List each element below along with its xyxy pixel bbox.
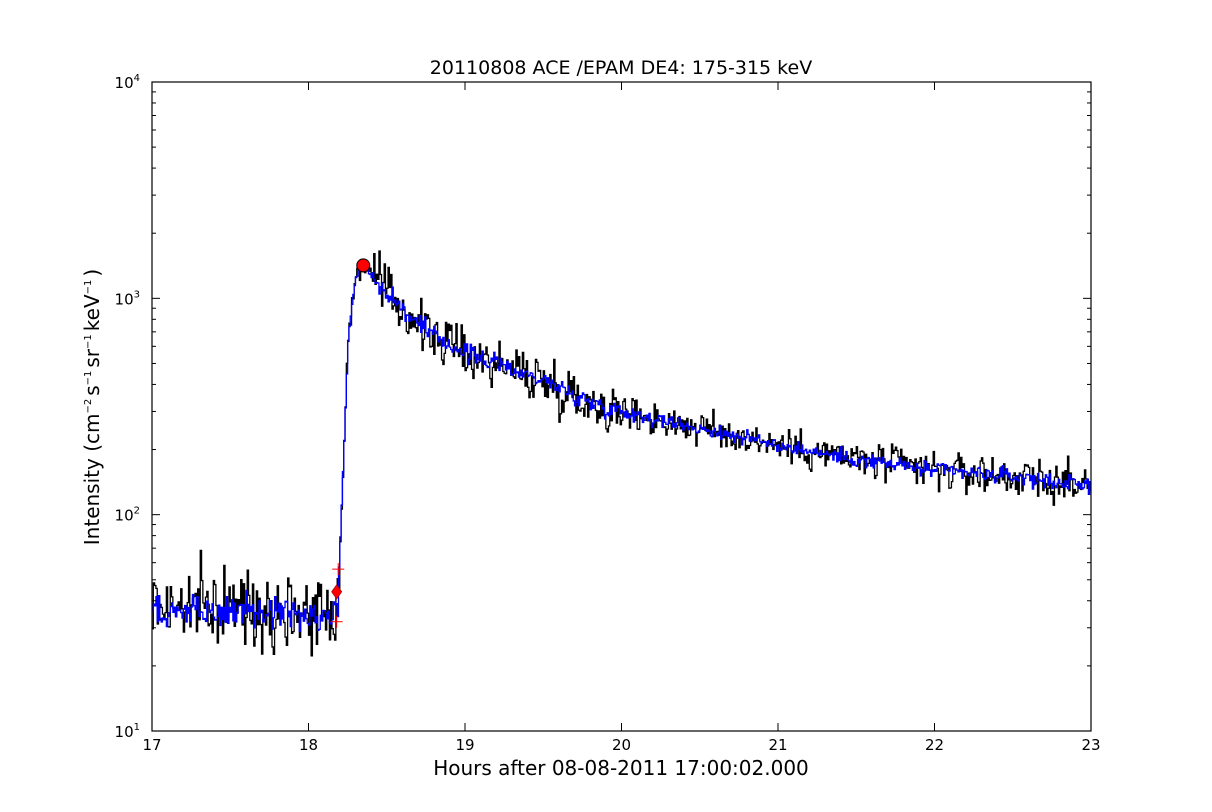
- x-tick-label: 19: [455, 736, 474, 754]
- onset-marker: [331, 584, 343, 600]
- y-tick-label: 102: [115, 506, 140, 525]
- x-tick-label: 21: [768, 736, 787, 754]
- x-axis-label: Hours after 08-08-2011 17:00:02.000: [433, 756, 809, 780]
- y-tick-label: 104: [115, 73, 140, 92]
- series-line: [152, 250, 1091, 657]
- y-axis-label: Intensity (cm−2s−1sr−1keV−1): [80, 269, 104, 545]
- x-tick-label: 23: [1081, 736, 1100, 754]
- y-tick-label: 103: [115, 289, 140, 308]
- peak-marker: [356, 258, 371, 273]
- series-line: [152, 262, 1091, 633]
- onset-error-marker: [332, 563, 345, 576]
- x-tick-label: 20: [612, 736, 631, 754]
- x-tick-label: 22: [925, 736, 944, 754]
- onset-error-marker: [330, 615, 343, 628]
- x-tick-label: 18: [299, 736, 318, 754]
- chart-title: 20110808 ACE /EPAM DE4: 175-315 keV: [430, 57, 812, 79]
- y-tick-label: 101: [115, 722, 140, 741]
- x-tick-label: 17: [142, 736, 161, 754]
